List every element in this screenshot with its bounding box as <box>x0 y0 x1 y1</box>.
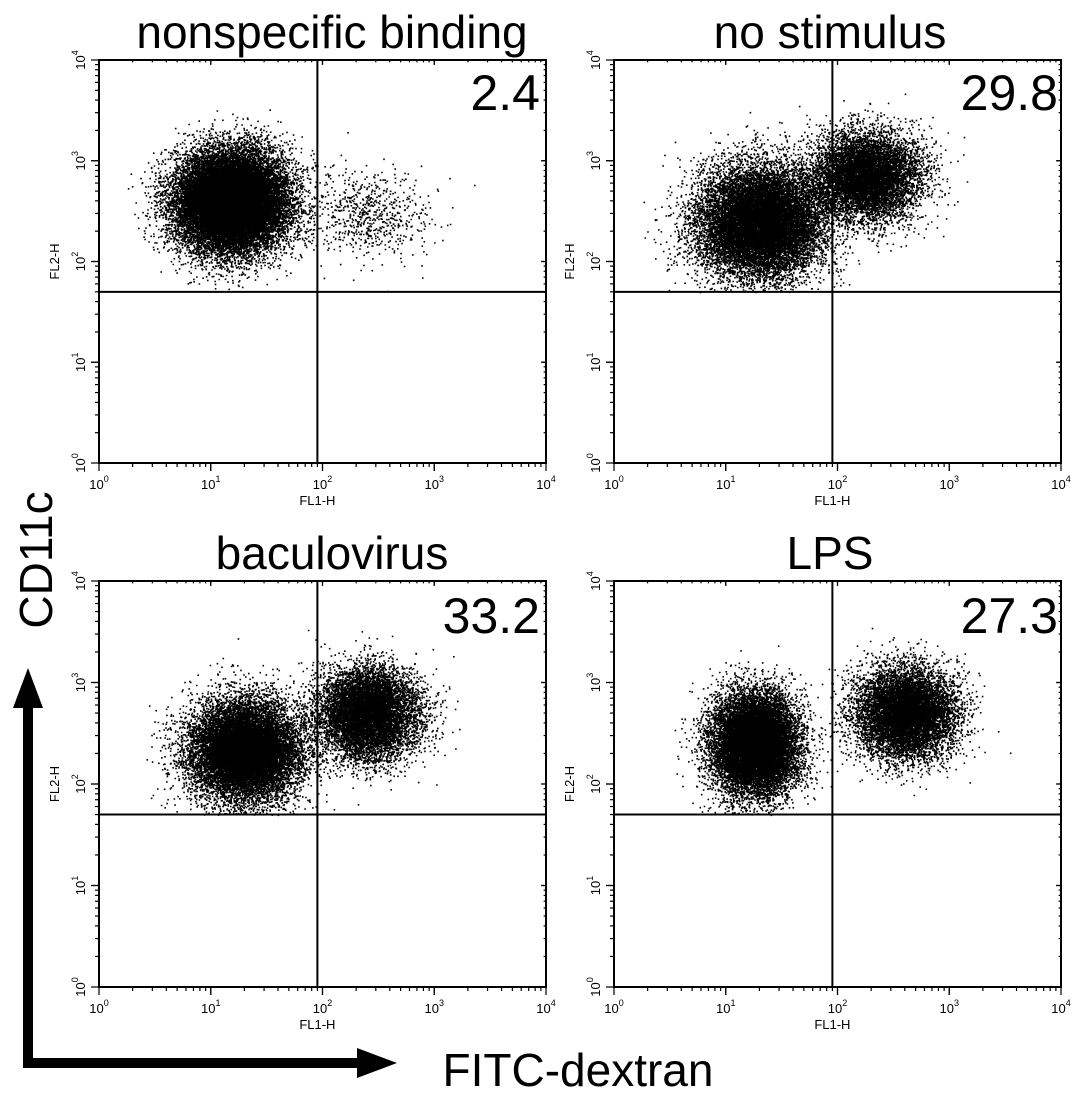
x-axis-label: FL1-H <box>299 1017 335 1032</box>
y-tick-label: 101 <box>585 876 603 895</box>
y-axis-label: FL2-H <box>562 243 577 279</box>
x-axis-label: FL1-H <box>814 493 850 508</box>
y-tick-label: 100 <box>70 977 88 996</box>
y-tick-label: 101 <box>70 876 88 895</box>
panel-title: LPS <box>787 527 874 579</box>
y-tick-label: 103 <box>70 151 88 170</box>
y-tick-label: 104 <box>70 50 88 69</box>
panel-title: no stimulus <box>714 6 947 58</box>
y-tick-label: 103 <box>70 673 88 692</box>
x-tick-label: 102 <box>828 474 847 492</box>
y-tick-label: 103 <box>585 673 603 692</box>
y-tick-label: 104 <box>585 50 603 69</box>
x-tick-label: 104 <box>536 474 555 492</box>
x-tick-label: 102 <box>313 998 332 1016</box>
corner-arrow <box>13 668 397 1078</box>
x-tick-label: 101 <box>201 474 220 492</box>
x-tick-label: 103 <box>425 998 444 1016</box>
y-tick-label: 102 <box>70 252 88 271</box>
quadrant-percentage-halo: 27.3 <box>961 588 1058 644</box>
x-tick-label: 100 <box>604 474 623 492</box>
x-tick-label: 100 <box>89 474 108 492</box>
scatter-dots <box>127 109 476 293</box>
scatter-dots <box>643 93 969 294</box>
y-tick-label: 104 <box>585 571 603 590</box>
panel-title: nonspecific binding <box>136 6 527 58</box>
y-tick-label: 102 <box>585 252 603 271</box>
x-tick-label: 102 <box>828 998 847 1016</box>
x-tick-label: 104 <box>1051 474 1070 492</box>
scatter-dots <box>674 627 1012 817</box>
quadrant-percentage: 33.2 <box>443 588 540 644</box>
quadrant-percentage: 29.8 <box>961 65 1058 121</box>
quadrant-percentage-halo: 2.4 <box>470 65 540 121</box>
quadrant-percentage-halo: 29.8 <box>961 65 1058 121</box>
quadrant-percentage: 27.3 <box>961 588 1058 644</box>
x-tick-label: 103 <box>940 998 959 1016</box>
x-tick-label: 102 <box>313 474 332 492</box>
y-tick-label: 102 <box>585 774 603 793</box>
y-tick-label: 102 <box>70 774 88 793</box>
figure-x-axis-label: FITC-dextran <box>443 1044 714 1095</box>
y-axis-label: FL2-H <box>562 766 577 802</box>
x-tick-label: 103 <box>425 474 444 492</box>
y-tick-label: 103 <box>585 151 603 170</box>
x-tick-label: 104 <box>536 998 555 1016</box>
x-tick-label: 101 <box>716 998 735 1016</box>
y-tick-label: 100 <box>70 453 88 472</box>
x-axis-label: FL1-H <box>299 493 335 508</box>
y-tick-label: 101 <box>70 353 88 372</box>
x-tick-label: 103 <box>940 474 959 492</box>
panel-title: baculovirus <box>216 527 449 579</box>
x-tick-label: 101 <box>201 998 220 1016</box>
x-tick-label: 100 <box>604 998 623 1016</box>
scatter-dots <box>146 629 461 817</box>
quadrant-percentage: 2.4 <box>470 65 540 121</box>
y-tick-label: 104 <box>70 571 88 590</box>
y-tick-label: 101 <box>585 353 603 372</box>
y-axis-label: FL2-H <box>47 243 62 279</box>
x-tick-label: 100 <box>89 998 108 1016</box>
quadrant-percentage-halo: 33.2 <box>443 588 540 644</box>
y-axis-label: FL2-H <box>47 766 62 802</box>
x-tick-label: 101 <box>716 474 735 492</box>
y-tick-label: 100 <box>585 977 603 996</box>
x-tick-label: 104 <box>1051 998 1070 1016</box>
y-tick-label: 100 <box>585 453 603 472</box>
figure-y-axis-label: CD11c <box>10 491 62 628</box>
x-axis-label: FL1-H <box>814 1017 850 1032</box>
